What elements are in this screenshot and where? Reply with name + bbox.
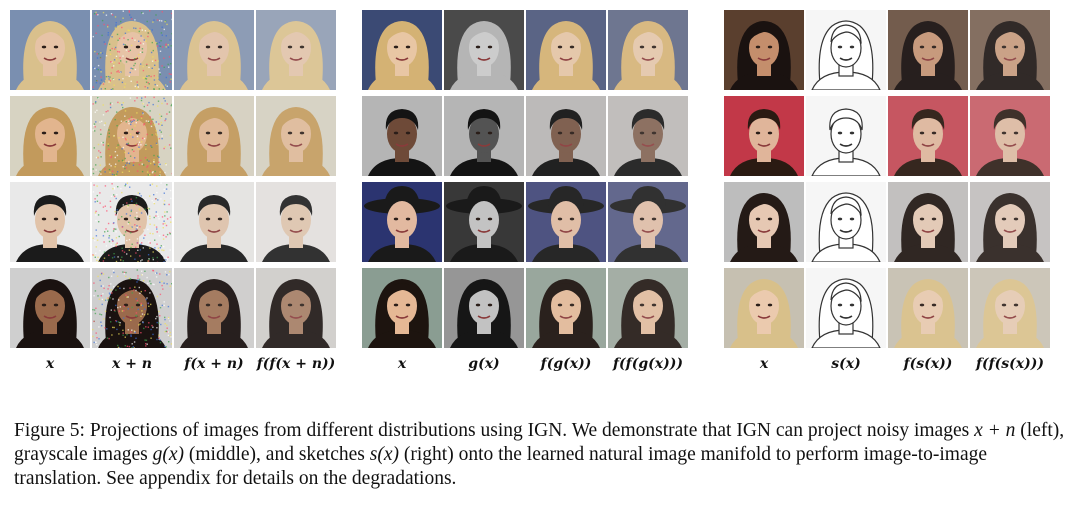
image-grid: [10, 10, 336, 348]
column-label: f(f(g(x))): [613, 356, 683, 372]
math-sketch: s(x): [369, 444, 399, 465]
face-image: [362, 96, 442, 176]
face-image: [444, 182, 524, 262]
column-label: s(x): [831, 356, 861, 372]
face-image: [256, 182, 336, 262]
face-image: [362, 10, 442, 90]
face-image: [608, 10, 688, 90]
face-image: [444, 268, 524, 348]
face-image: [526, 268, 606, 348]
column-label: x + n: [111, 356, 152, 372]
column-labels: x s(x) f(s(x)) f(f(s(x))): [724, 356, 1050, 372]
face-image: [970, 268, 1050, 348]
panel-sketch: x s(x) f(s(x)) f(f(s(x))): [724, 10, 1050, 372]
face-image: [256, 96, 336, 176]
face-image: [174, 96, 254, 176]
column-label: f(g(x)): [540, 356, 592, 372]
face-image: [10, 182, 90, 262]
column-label: x: [759, 356, 769, 372]
face-image: [970, 96, 1050, 176]
column-label: f(f(s(x))): [975, 356, 1045, 372]
face-image: [444, 96, 524, 176]
face-image: [806, 10, 886, 90]
face-image: [526, 182, 606, 262]
face-image: [174, 268, 254, 348]
face-image: [10, 268, 90, 348]
face-image: [608, 182, 688, 262]
face-image: [724, 268, 804, 348]
column-label: f(s(x)): [903, 356, 953, 372]
panel-grayscale: x g(x) f(g(x)) f(f(g(x))): [362, 10, 688, 372]
math-noisy: x + n: [974, 420, 1016, 441]
face-image: [888, 182, 968, 262]
face-image: [724, 96, 804, 176]
face-image: [92, 96, 172, 176]
face-image: [724, 182, 804, 262]
caption-text: (left), grayscale images: [14, 420, 1065, 465]
caption-text: Projections of images from different dis…: [84, 420, 975, 441]
face-image: [806, 268, 886, 348]
column-label: x: [397, 356, 407, 372]
face-image: [444, 10, 524, 90]
face-image: [970, 182, 1050, 262]
face-image: [526, 10, 606, 90]
image-grid: [362, 10, 688, 348]
face-image: [92, 268, 172, 348]
face-image: [362, 182, 442, 262]
figure-caption: Figure 5: Projections of images from dif…: [14, 419, 1070, 491]
figure-number: Figure 5:: [14, 420, 85, 441]
face-image: [362, 268, 442, 348]
caption-text: (middle), and sketches: [184, 444, 370, 465]
face-image: [970, 10, 1050, 90]
face-image: [174, 182, 254, 262]
face-image: [806, 96, 886, 176]
column-label: x: [45, 356, 55, 372]
column-label: f(f(x + n)): [256, 356, 336, 372]
face-image: [256, 10, 336, 90]
column-labels: x g(x) f(g(x)) f(f(g(x))): [362, 356, 688, 372]
face-image: [724, 10, 804, 90]
face-image: [888, 268, 968, 348]
face-image: [174, 10, 254, 90]
face-image: [10, 10, 90, 90]
face-image: [92, 182, 172, 262]
column-labels: x x + n f(x + n) f(f(x + n)): [10, 356, 336, 372]
face-image: [888, 96, 968, 176]
face-image: [92, 10, 172, 90]
image-grid: [724, 10, 1050, 348]
panel-noisy: x x + n f(x + n) f(f(x + n)): [10, 10, 336, 372]
face-image: [608, 96, 688, 176]
face-image: [806, 182, 886, 262]
column-label: f(x + n): [184, 356, 244, 372]
column-label: g(x): [468, 356, 500, 372]
caption-text: (right) onto the learned natural image m…: [14, 444, 988, 489]
face-image: [608, 268, 688, 348]
face-image: [526, 96, 606, 176]
face-image: [256, 268, 336, 348]
math-grayscale: g(x): [152, 444, 185, 465]
face-image: [10, 96, 90, 176]
face-image: [888, 10, 968, 90]
